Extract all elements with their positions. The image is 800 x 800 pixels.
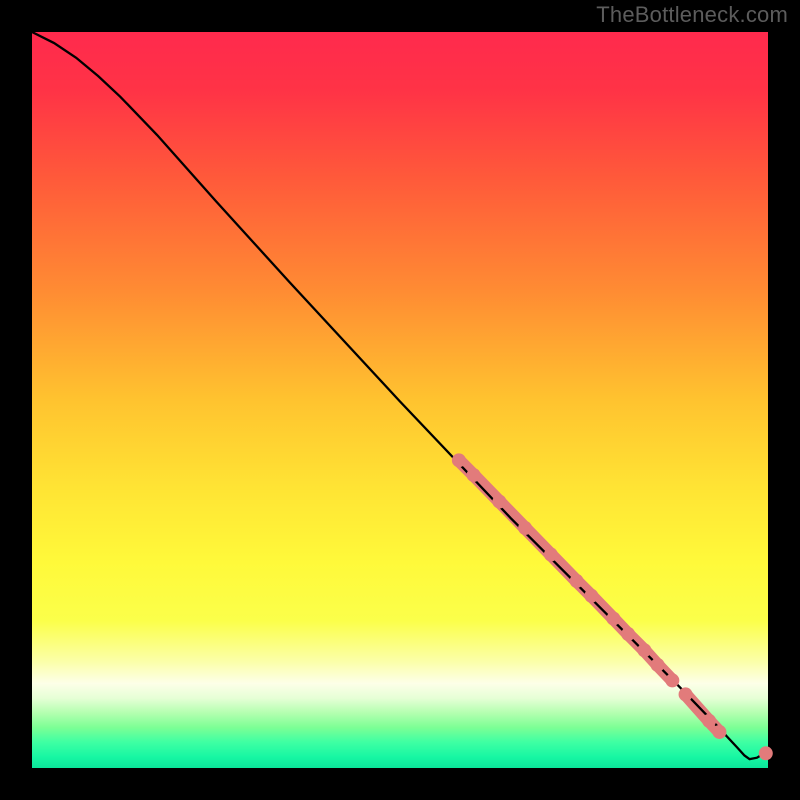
data-marker bbox=[518, 521, 532, 535]
data-marker bbox=[702, 714, 716, 728]
chart-canvas bbox=[0, 0, 800, 800]
data-marker bbox=[467, 468, 481, 482]
data-marker bbox=[452, 453, 466, 467]
data-marker bbox=[492, 495, 506, 509]
data-marker bbox=[665, 673, 679, 687]
data-marker bbox=[679, 687, 693, 701]
data-marker bbox=[759, 746, 773, 760]
data-marker bbox=[544, 548, 558, 562]
data-marker bbox=[651, 658, 665, 672]
data-marker bbox=[584, 589, 598, 603]
data-marker bbox=[621, 627, 635, 641]
data-marker bbox=[712, 725, 726, 739]
watermark-label: TheBottleneck.com bbox=[596, 2, 788, 28]
data-marker bbox=[606, 612, 620, 626]
data-marker bbox=[637, 643, 651, 657]
chart-root: TheBottleneck.com bbox=[0, 0, 800, 800]
data-marker bbox=[570, 574, 584, 588]
